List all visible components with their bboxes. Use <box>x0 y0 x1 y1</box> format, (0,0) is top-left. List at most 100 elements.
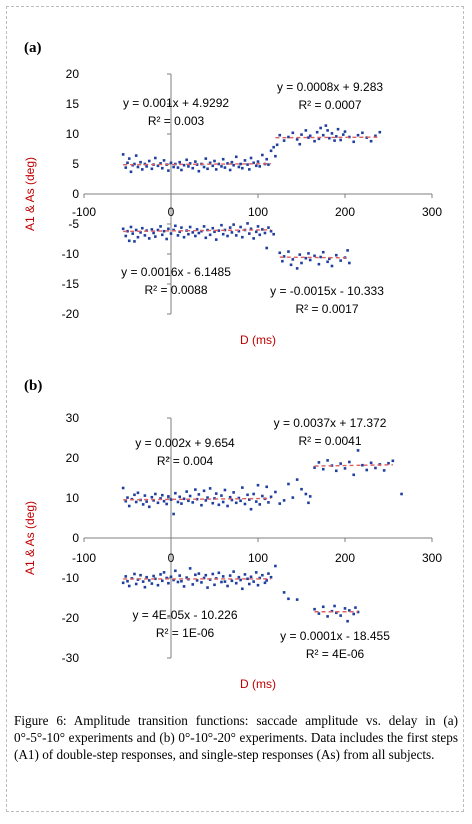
chart-b-data-point <box>185 576 188 579</box>
chart-a-data-point <box>274 154 277 158</box>
chart-a-data-point <box>335 253 338 257</box>
chart-b-data-point <box>369 461 373 465</box>
chart-b-data-point <box>352 473 355 477</box>
chart-a-data-point <box>214 238 218 241</box>
chart-a-data-point <box>237 165 241 169</box>
chart-a-data-point <box>307 136 310 139</box>
chart-b-data-point <box>154 577 157 581</box>
chart-a-data-point <box>352 140 355 144</box>
chart-b-data-point <box>220 580 223 584</box>
chart-a-data-point <box>230 160 234 164</box>
chart-b-xtick-label: -100 <box>72 551 96 565</box>
chart-b-data-point <box>374 466 377 470</box>
chart-b-data-point <box>139 573 142 577</box>
chart-a-data-point <box>127 157 131 160</box>
chart-b-data-point <box>343 607 347 610</box>
chart-a-data-point <box>339 259 342 262</box>
chart-a-data-point <box>133 162 136 166</box>
chart-b-data-point <box>246 493 249 497</box>
chart-b-data-point <box>339 462 342 465</box>
chart-b-data-point <box>274 564 277 568</box>
panel-a-label: (a) <box>24 40 42 56</box>
chart-a-data-point <box>194 234 197 238</box>
chart-b-data-point <box>307 501 310 505</box>
chart-b-data-point <box>221 575 225 578</box>
chart-b-data-point <box>214 492 218 495</box>
chart-b-data-point <box>188 567 192 570</box>
chart-a-data-point <box>140 226 144 230</box>
chart-b-data-point <box>258 503 262 506</box>
chart-a-data-point <box>232 223 235 226</box>
chart-a-xtick-label: 300 <box>422 205 442 219</box>
chart-b-data-point <box>226 584 229 588</box>
chart-b-data-point <box>248 582 251 586</box>
chart-a-data-point <box>263 231 267 235</box>
chart-b-trend-r2: R² = 1E-06 <box>156 626 215 640</box>
chart-a-trend-equation: y = 0.001x + 4.9292 <box>123 96 229 110</box>
chart-a-data-point <box>258 233 262 237</box>
chart-b-data-point <box>145 575 148 579</box>
chart-a-data-point <box>124 166 128 169</box>
chart-b-data-point <box>356 449 360 452</box>
chart-b-data-point <box>382 469 386 472</box>
chart-a-data-point <box>313 139 316 143</box>
chart-a-data-point <box>180 226 183 229</box>
chart-b-data-point <box>228 495 232 499</box>
chart-a-data-point <box>221 157 225 161</box>
chart-a-data-point <box>330 132 334 135</box>
chart-a-data-point <box>150 167 154 171</box>
chart-a-data-point <box>295 267 299 270</box>
chart-a-ytick-label: -5 <box>68 217 79 231</box>
chart-a-data-point <box>248 168 251 171</box>
chart-b-data-point <box>267 572 270 575</box>
chart-a-data-point <box>147 237 151 240</box>
chart-b-data-point <box>248 498 251 501</box>
chart-b-data-point <box>249 507 253 511</box>
chart-b-data-point <box>326 459 329 462</box>
chart-a-data-point <box>315 130 319 134</box>
chart-a-data-point <box>206 167 209 171</box>
chart-a-data-point <box>258 165 262 168</box>
chart-a-data-point <box>239 225 242 229</box>
chart-a-data-point <box>330 264 334 268</box>
chart-b-data-point <box>202 576 206 580</box>
chart-b-trend-r2: R² = 0.004 <box>157 454 214 468</box>
chart-a-data-point <box>275 143 279 147</box>
chart-b-data-point <box>321 605 325 609</box>
chart-a-data-point <box>287 135 290 139</box>
chart-b-ytick-label: 20 <box>66 451 80 465</box>
chart-a-data-point <box>172 165 175 169</box>
chart-a-ytick-label: 5 <box>72 157 79 171</box>
chart-b-data-point <box>313 607 316 611</box>
chart-a-trend-r2: R² = 0.0007 <box>298 98 361 112</box>
chart-b-data-point <box>282 591 286 594</box>
chart-b-data-point <box>150 582 154 585</box>
chart-b-data-point <box>254 571 258 574</box>
chart-a-data-point <box>191 231 195 234</box>
chart-b-data-point <box>180 579 183 583</box>
chart-a-data-point <box>291 258 295 261</box>
chart-b-data-point <box>126 496 129 499</box>
chart-a-data-point <box>182 235 186 239</box>
chart-a-data-point <box>239 162 242 166</box>
chart-a-data-point <box>176 234 180 237</box>
chart-a-data-point <box>248 232 251 235</box>
chart-a-data-point <box>195 228 199 231</box>
chart-b-data-point <box>317 461 321 464</box>
chart-a-data-point <box>126 161 129 165</box>
chart-a-data-point <box>289 263 293 267</box>
chart-a-data-point <box>213 159 216 163</box>
chart-a-data-point <box>304 129 308 132</box>
chart-a-data-point <box>256 225 260 228</box>
chart-a-data-point <box>220 165 223 168</box>
chart-b-data-point <box>232 491 235 494</box>
chart-a-data-point <box>174 224 177 228</box>
chart-a-data-point <box>226 234 229 238</box>
chart-b-xtick-label: 0 <box>168 551 175 565</box>
chart-b-data-point <box>335 611 338 615</box>
chart-a-data-point <box>346 249 349 252</box>
chart-b-data-point <box>165 576 168 580</box>
chart-b-data-point <box>267 501 270 504</box>
chart-a-data-point <box>252 161 255 165</box>
chart-a-data-point <box>129 170 133 174</box>
